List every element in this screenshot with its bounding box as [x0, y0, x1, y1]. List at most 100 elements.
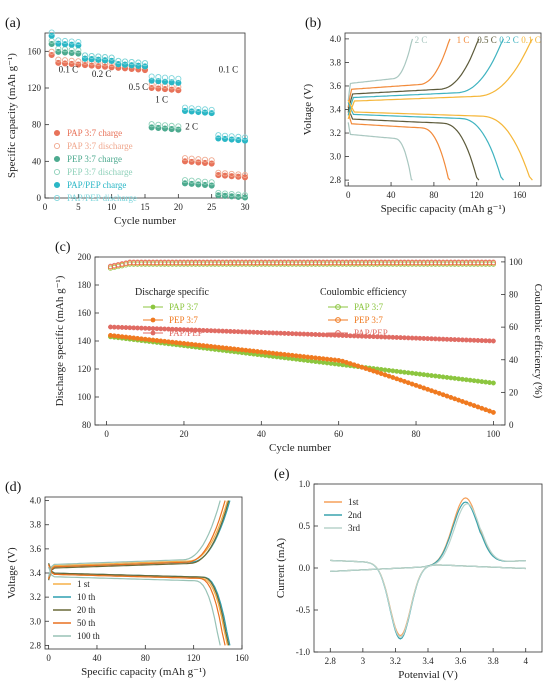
efficiency-point — [146, 259, 152, 265]
data-point — [241, 134, 249, 141]
efficiency-point — [301, 259, 307, 265]
data-point — [201, 178, 209, 185]
data-point — [175, 75, 182, 82]
panel-label: (e) — [274, 467, 290, 482]
rate-annotation: 0.2 C — [92, 69, 112, 79]
x-tick-label: 40 — [92, 653, 102, 663]
y-tick-label: 3.2 — [330, 128, 341, 138]
efficiency-point — [247, 259, 253, 265]
y-tick-label: 1.0 — [299, 479, 311, 489]
y-tick-label: 160 — [28, 46, 42, 56]
data-point — [121, 58, 129, 65]
efficiency-point — [177, 259, 183, 265]
y-axis-label: Discharge specific (mAh g⁻¹) — [54, 275, 66, 406]
legend-marker — [53, 181, 61, 189]
charge-curve — [347, 38, 505, 116]
data-point — [188, 155, 195, 162]
legend-marker — [53, 168, 61, 176]
data-point — [235, 171, 242, 178]
y-tick-label: 2.8 — [30, 640, 42, 650]
legend-label: PEP 3:7 — [169, 315, 198, 325]
charge-curve — [48, 500, 230, 581]
efficiency-point — [111, 262, 117, 269]
data-point — [215, 169, 222, 176]
efficiency-point — [107, 263, 114, 269]
data-point — [128, 59, 135, 66]
efficiency-point — [173, 259, 179, 265]
y-tick-label: 0.0 — [299, 563, 311, 573]
efficiency-point — [193, 259, 199, 265]
data-point — [188, 105, 195, 112]
legend-label: 100 th — [77, 631, 100, 641]
efficiency-point — [328, 259, 334, 265]
efficiency-point — [254, 259, 261, 265]
legend-label: PAP 3:7 — [169, 302, 199, 312]
data-point — [175, 123, 182, 130]
efficiency-point — [123, 260, 129, 266]
panel-b: 0 40 80 120 160 2.8 3.0 3.2 3.4 3.6 3.8 4.0 Specific… — [302, 16, 542, 215]
efficiency-point — [309, 259, 315, 265]
x-tick-label: 0 — [104, 429, 109, 439]
data-point — [61, 37, 69, 45]
x-tick-label: 2.8 — [325, 656, 337, 666]
data-point — [208, 106, 215, 113]
efficiency-point — [467, 259, 473, 265]
y-tick-label: 3.2 — [30, 592, 41, 602]
x-tick-label: 20 — [174, 202, 184, 212]
data-point — [195, 156, 202, 163]
legend-marker — [335, 317, 341, 323]
curve-label: 0.1 C — [521, 35, 541, 45]
efficiency-point — [456, 259, 462, 265]
y-tick-label: 0.5 — [299, 521, 311, 531]
data-point — [195, 178, 202, 185]
data-point — [95, 53, 102, 60]
discharge-curve — [347, 111, 451, 181]
data-point — [148, 77, 155, 84]
data-point — [215, 189, 222, 197]
efficiency-point — [281, 259, 288, 265]
efficiency-point — [185, 259, 191, 265]
data-point — [208, 179, 215, 186]
panel-d: 0 40 80 120 160 2.8 3.0 3.2 3.4 3.6 3.8 4.0 Specific… — [5, 480, 249, 678]
charge-curve — [48, 500, 221, 577]
discharge-curve — [347, 106, 480, 181]
plot-frame — [44, 496, 243, 650]
efficiency-point — [158, 259, 164, 265]
legend-label: PAP 3:7 — [354, 302, 384, 312]
efficiency-point — [471, 259, 477, 265]
discharge-curve — [347, 122, 413, 181]
efficiency-point — [235, 259, 241, 265]
efficiency-point — [359, 259, 365, 265]
efficiency-point — [425, 259, 431, 265]
efficiency-point — [483, 259, 489, 265]
efficiency-point — [216, 259, 222, 265]
efficiency-point — [181, 259, 187, 265]
x-tick-label: 40 — [257, 429, 267, 439]
panel-label: (c) — [55, 240, 71, 255]
y-tick-label: 3.8 — [330, 57, 342, 67]
legend-label: 1st — [348, 497, 359, 507]
legend-label: PAP/PEP charge — [67, 180, 126, 190]
panel-label: (d) — [5, 480, 22, 495]
x-tick-label: 80 — [141, 653, 151, 663]
x-tick-label: 120 — [187, 653, 201, 663]
legend-marker — [53, 129, 61, 137]
data-point — [168, 75, 175, 82]
legend-label: 50 th — [77, 618, 96, 628]
data-point — [201, 106, 209, 113]
data-point — [181, 104, 189, 111]
data-point — [228, 191, 235, 198]
data-point — [68, 57, 75, 64]
efficiency-point — [475, 259, 481, 265]
efficiency-point — [162, 259, 168, 265]
efficiency-point — [428, 259, 435, 265]
y-tick-label: 100 — [78, 392, 92, 402]
efficiency-point — [320, 259, 326, 265]
discharge-point — [490, 409, 496, 415]
y-tick-label: 3.0 — [330, 152, 342, 162]
data-point — [235, 133, 242, 140]
legend-marker — [335, 330, 341, 336]
y-tick-label: -0.5 — [296, 605, 311, 615]
legend-label: PEP 3:7 — [354, 315, 383, 325]
